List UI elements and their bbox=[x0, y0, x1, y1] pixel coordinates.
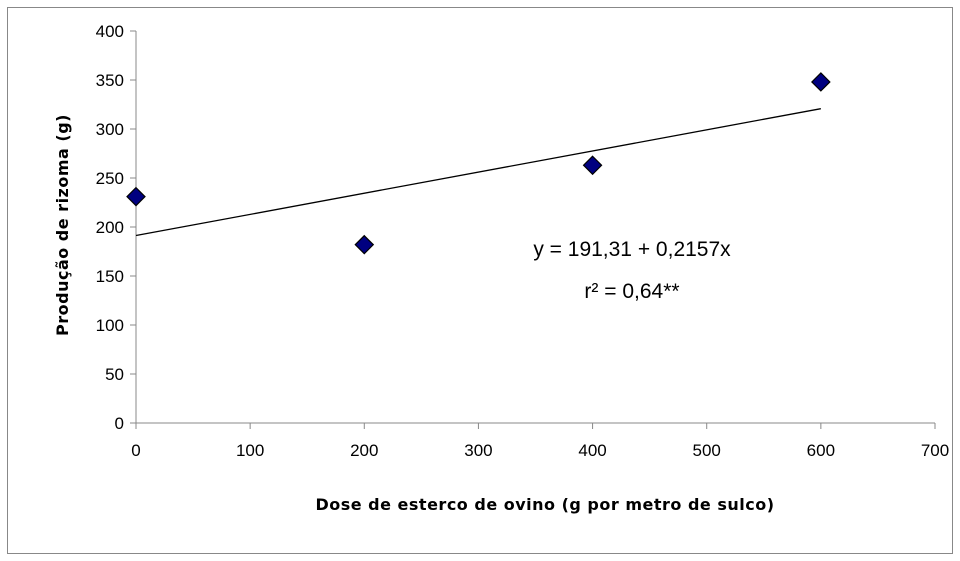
y-tick-label: 50 bbox=[105, 365, 124, 384]
y-axis-title: Produção de rizoma (g) bbox=[53, 114, 72, 336]
x-tick-label: 200 bbox=[350, 441, 378, 460]
y-tick-label: 300 bbox=[96, 120, 124, 139]
trendline bbox=[135, 108, 821, 237]
data-points bbox=[126, 72, 831, 255]
data-point-diamond bbox=[811, 72, 831, 92]
trendline-layer bbox=[135, 108, 821, 237]
y-tick-label: 200 bbox=[96, 218, 124, 237]
regression-equation: y = 191,31 + 0,2157x bbox=[533, 238, 731, 261]
x-tick-label: 700 bbox=[921, 441, 949, 460]
data-point-diamond bbox=[126, 186, 146, 207]
x-tick-label: 0 bbox=[131, 441, 140, 460]
data-point-diamond bbox=[354, 234, 375, 255]
x-tick-label: 400 bbox=[578, 441, 606, 460]
data-point-diamond bbox=[582, 155, 603, 176]
x-axis-title: Dose de esterco de ovino (g por metro de… bbox=[315, 495, 774, 514]
x-tick-label: 600 bbox=[807, 441, 835, 460]
x-tick-label: 500 bbox=[693, 441, 721, 460]
tick-labels: 0 50 100 150 200 250 300 350 400 0 100 200 300 400 500… bbox=[96, 22, 950, 460]
y-tick-label: 150 bbox=[96, 267, 124, 286]
x-tick-label: 300 bbox=[464, 441, 492, 460]
x-tick-label: 100 bbox=[236, 441, 264, 460]
r-squared-annotation: r² = 0,64** bbox=[584, 280, 679, 303]
axes bbox=[130, 30, 936, 429]
y-tick-label: 400 bbox=[96, 22, 124, 41]
y-tick-label: 350 bbox=[96, 71, 124, 90]
chart-border bbox=[7, 7, 953, 554]
y-tick-label: 0 bbox=[115, 414, 124, 433]
y-tick-label: 250 bbox=[96, 169, 124, 188]
y-tick-label: 100 bbox=[96, 316, 124, 335]
